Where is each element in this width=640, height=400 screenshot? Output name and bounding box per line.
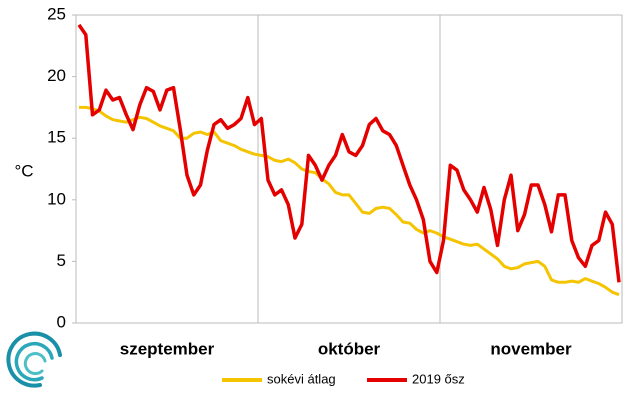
y-tick-label: 5 xyxy=(57,251,66,270)
legend-label: sokévi átlag xyxy=(267,371,336,386)
logo-arc xyxy=(14,341,54,382)
y-tick-label: 25 xyxy=(47,4,66,23)
month-label: szeptember xyxy=(120,339,215,358)
plot-frame xyxy=(75,14,623,324)
logo-arc xyxy=(6,331,62,388)
month-label: november xyxy=(490,339,572,358)
logo-arc xyxy=(23,352,47,376)
series-line xyxy=(77,23,621,283)
y-tick-label: 15 xyxy=(47,128,66,147)
y-tick-label: 20 xyxy=(47,66,66,85)
legend-label: 2019 ősz xyxy=(412,371,465,386)
y-axis-label: °C xyxy=(14,161,33,180)
logo xyxy=(6,331,62,388)
series-line xyxy=(79,105,620,297)
y-tick-label: 0 xyxy=(57,312,66,331)
month-label: október xyxy=(318,339,381,358)
y-tick-label: 10 xyxy=(47,189,66,208)
